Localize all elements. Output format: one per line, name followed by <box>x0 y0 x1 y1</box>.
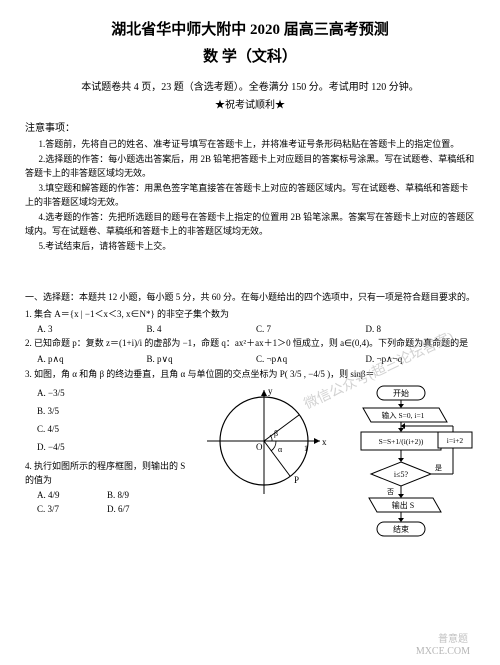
svg-text:开始: 开始 <box>393 388 409 398</box>
q4-options: A. 4/9 B. 8/9 C. 3/7 D. 6/7 <box>37 490 187 514</box>
q1-options: A. 3 B. 4 C. 7 D. 8 <box>37 324 475 334</box>
instruction-2: 2.选择题的作答：每小题选出答案后，用 2B 铅笔把答题卡上对应题目的答案标号涂… <box>25 153 475 181</box>
instruction-3: 3.填空题和解答题的作答：用黑色签字笔直接答在答题卡上对应的答题区域内。写在试题… <box>25 182 475 210</box>
bottom-watermark-2: MXCE.COM <box>416 646 470 657</box>
q1-opt-c: C. 7 <box>256 324 366 334</box>
q3-opt-a: A. −3/5 <box>37 384 187 402</box>
question-3: 3. 如图，角 α 和角 β 的终边垂直，且角 α 与单位圆的交点坐标为 P( … <box>25 368 475 382</box>
q3-opt-c: C. 4/5 <box>37 420 187 438</box>
svg-text:β: β <box>274 429 278 438</box>
svg-text:P: P <box>294 475 299 485</box>
svg-text:O: O <box>256 442 263 452</box>
question-1: 1. 集合 A＝{x | −1＜x＜3, x∈N*} 的非空子集个数为 <box>25 308 475 322</box>
star-line: ★祝考试顺利★ <box>25 96 475 111</box>
section-1-title: 一、选择题：本题共 12 小题，每小题 5 分，共 60 分。在每小题给出的四个… <box>25 290 475 303</box>
flowchart-diagram: 开始 输入 S=0, i=1 S=S+1/(i(i+2)) i≤5? i=i+2… <box>335 384 475 559</box>
q3-opt-b: B. 3/5 <box>37 402 187 420</box>
svg-text:y: y <box>268 386 273 396</box>
q2-opt-c: C. ¬p∧q <box>256 354 366 365</box>
instruction-4: 4.选考题的作答：先把所选题目的题号在答题卡上指定的位置用 2B 铅笔涂黑。答案… <box>25 211 475 239</box>
q4-opt-a: A. 4/9 <box>37 490 107 500</box>
svg-text:1: 1 <box>304 444 308 453</box>
q1-opt-a: A. 3 <box>37 324 147 334</box>
q1-opt-d: D. 8 <box>366 324 476 334</box>
question-4: 4. 执行如图所示的程序框图，则输出的 S 的值为 <box>25 460 187 487</box>
svg-text:i≤5?: i≤5? <box>394 470 409 479</box>
svg-text:x: x <box>322 437 327 447</box>
bottom-watermark-1: 普意题 <box>438 630 468 645</box>
q2-options: A. p∧q B. p∨q C. ¬p∧q D. ¬p∧¬q <box>37 354 475 365</box>
svg-text:否: 否 <box>387 488 394 496</box>
svg-text:输入 S=0, i=1: 输入 S=0, i=1 <box>382 410 425 420</box>
svg-text:α: α <box>278 445 283 454</box>
question-2: 2. 已知命题 p：复数 z＝(1+i)/i 的虚部为 −1，命题 q：ax²＋… <box>25 337 475 351</box>
unit-circle-diagram: x y O P α β 1 <box>202 384 327 499</box>
svg-text:S=S+1/(i(i+2)): S=S+1/(i(i+2)) <box>379 437 424 446</box>
notice-label: 注意事项： <box>25 119 475 134</box>
q4-opt-b: B. 8/9 <box>107 490 177 500</box>
q2-opt-a: A. p∧q <box>37 354 147 365</box>
q1-opt-b: B. 4 <box>147 324 257 334</box>
q4-opt-d: D. 6/7 <box>107 504 177 514</box>
svg-text:是: 是 <box>435 464 442 472</box>
svg-text:结束: 结束 <box>393 524 409 534</box>
q4-opt-c: C. 3/7 <box>37 504 107 514</box>
svg-text:输出 S: 输出 S <box>392 500 414 510</box>
exam-info: 本试题卷共 4 页，23 题（含选考题）。全卷满分 150 分。考试用时 120… <box>25 78 475 93</box>
q2-opt-d: D. ¬p∧¬q <box>366 354 476 365</box>
q3-opt-d: D. −4/5 <box>37 438 187 456</box>
svg-text:i=i+2: i=i+2 <box>447 436 464 445</box>
instruction-5: 5.考试结束后，请将答题卡上交。 <box>25 240 475 254</box>
title-main: 湖北省华中师大附中 2020 届高三高考预测 <box>25 18 475 39</box>
title-sub: 数 学（文科） <box>25 45 475 66</box>
q2-opt-b: B. p∨q <box>147 354 257 365</box>
instruction-1: 1.答题前，先将自己的姓名、准考证号填写在答题卡上，并将准考证号条形码粘贴在答题… <box>25 138 475 152</box>
